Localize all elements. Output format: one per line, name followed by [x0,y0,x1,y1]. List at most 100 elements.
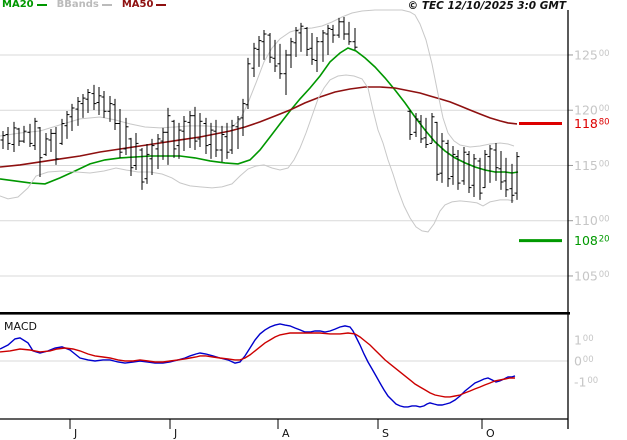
ohlc-bar [498,151,504,190]
ohlc-bar [293,27,299,57]
ohlc-bar [418,115,424,143]
ohlc-bar [219,125,225,162]
ohlc-bar [423,117,429,148]
ohlc-bar [503,157,509,197]
ohlc-bar [514,152,520,200]
ohlc-bar [133,133,139,170]
ohlc-bar [267,33,273,63]
ohlc-bar [123,117,129,155]
ohlc-bar [91,84,97,110]
ohlc-bar [336,17,342,38]
ohlc-bar [149,138,155,175]
ohlc-bar [461,147,467,185]
ohlc-bar [434,121,440,181]
ohlc-bar [235,116,241,149]
ohlc-bar [64,111,70,139]
resistance-level-label: 118 80 [574,116,610,131]
ohlc-bar [309,33,315,65]
ohlc-bar [117,109,123,158]
macd-panel-title: MACD [4,320,37,333]
price-tick-label: 110 00 [574,213,610,228]
ohlc-bar [80,94,86,118]
ohlc-bar [283,49,289,95]
ohlc-bar [101,91,107,118]
month-tick-label: J [73,427,77,440]
ohlc-bar [53,127,59,165]
ohlc-bar [48,129,54,152]
ohlc-bar [192,106,198,150]
ohlc-bar [245,57,251,109]
support-level-label: 108 20 [574,233,610,248]
ohlc-bar [5,127,11,150]
macd-tick-label: 1 00 [574,332,594,347]
ohlc-bar [429,113,435,144]
ohlc-bar [176,122,182,159]
ohlc-bar [197,113,203,147]
month-tick-label: J [173,427,177,440]
macd-line [0,323,516,408]
ohlc-bar [251,42,257,77]
ohlc-bar [256,36,262,67]
macd-panel-top-border [0,312,570,315]
ohlc-bar [320,30,326,62]
ohlc-bar [314,37,320,72]
ohlc-bar [155,134,161,169]
ohlc-bar [407,110,413,140]
ohlc-bar [466,151,472,193]
ohlc-bar [477,157,483,200]
ohlc-bar [21,125,27,143]
ohlc-bar [341,17,347,40]
ohlc-bar [85,89,91,113]
ohlc-bar [213,119,219,157]
price-tick-label: 115 00 [574,158,610,173]
price-tick-label: 105 00 [574,268,610,283]
ohlc-bar [346,21,352,45]
ohlc-bar [165,107,171,165]
month-tick-label: S [382,427,389,440]
ohlc-bar [298,22,304,52]
ohlc-bar [261,30,267,60]
ohlc-bar [96,87,102,115]
bbands-line-swatch-icon [101,4,112,6]
macd-tick-label: 0 00 [574,353,594,368]
ohlc-bar [413,113,419,137]
legend-ma50-label: MA50 [121,0,154,10]
bbands-lower-line [0,74,515,233]
ohlc-bar [11,121,17,152]
chart-legend: MA20 BBands MA50 [2,0,167,10]
month-tick-label: O [486,427,495,440]
ohlc-bar [493,143,499,181]
ohlc-bar [439,133,445,183]
ohlc-bar [471,154,477,197]
ohlc-bar [208,122,214,159]
ohlc-bar [325,24,331,55]
ohlc-bar [445,139,451,187]
ohlc-bar [75,97,81,126]
ohlc-bar [304,27,310,56]
ohlc-bar [32,117,38,150]
ohlc-bar [450,146,456,185]
ohlc-bar [112,98,118,130]
legend-bbands-label: BBands [56,0,99,10]
ohlc-bar [330,24,336,43]
ohlc-bar [487,145,493,183]
legend-ma20-label: MA20 [2,0,34,10]
ma20-line-swatch-icon [36,4,47,6]
ohlc-bar [352,28,358,50]
ohlc-bar [0,131,6,149]
signal-line [0,332,515,398]
ohlc-bar [187,111,193,148]
macd-tick-label: -1 00 [574,374,598,389]
ohlc-bar [203,117,209,154]
ohlc-bar [69,103,75,131]
ohlc-bar [37,127,43,177]
legend-item-ma50: MA50 [122,0,167,10]
ohlc-bar [171,119,177,158]
ohlc-bar [144,144,150,184]
ma50-line-swatch-icon [156,4,167,6]
ma50-line [0,86,518,168]
copyright-timestamp: © TEC 12/10/2025 3:0 GMT [407,0,566,12]
ma20-line [0,47,519,185]
